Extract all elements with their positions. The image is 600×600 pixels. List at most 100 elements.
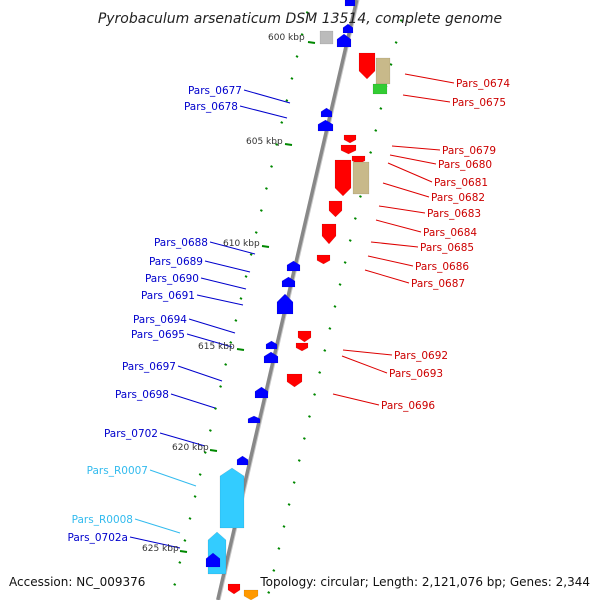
- gene-feature: [334, 159, 352, 197]
- gene-label-pars-0683[interactable]: Pars_0683: [427, 208, 481, 220]
- tick-mark: [249, 253, 253, 256]
- gene-label-pars-0681[interactable]: Pars_0681: [434, 177, 488, 189]
- tick-mark: [193, 495, 197, 498]
- tick-mark: [280, 121, 284, 124]
- gene-feature: [207, 531, 227, 575]
- tick-mark: [379, 107, 383, 110]
- tick-mark: [343, 261, 347, 264]
- tick-mark: [394, 41, 398, 44]
- label-leader-line: [332, 393, 380, 406]
- gene-label-pars-0695[interactable]: Pars_0695: [131, 329, 185, 341]
- label-leader-line: [243, 89, 291, 104]
- tick-mark-major: [179, 550, 188, 553]
- gene-feature: [358, 52, 376, 80]
- gene-feature: [342, 23, 354, 34]
- gene-label-pars-0694[interactable]: Pars_0694: [133, 314, 187, 326]
- gene-label-pars-0691[interactable]: Pars_0691: [141, 290, 195, 302]
- gene-feature: [281, 276, 296, 288]
- gene-feature: [321, 223, 337, 245]
- gene-label-pars-0693[interactable]: Pars_0693: [389, 368, 443, 380]
- scale-label-605: 605 kbp: [246, 137, 283, 147]
- label-leader-line: [204, 260, 251, 273]
- gene-feature: [328, 200, 343, 218]
- tick-mark: [173, 583, 177, 586]
- gene-feature: [265, 340, 278, 350]
- label-leader-line: [370, 241, 419, 248]
- gene-label-pars-0680[interactable]: Pars_0680: [438, 159, 492, 171]
- gene-feature: [254, 386, 269, 399]
- tick-mark: [295, 55, 299, 58]
- gene-label-pars-0679[interactable]: Pars_0679: [442, 145, 496, 157]
- gene-label-pars-0678[interactable]: Pars_0678: [184, 101, 238, 113]
- gene-feature: [336, 33, 352, 48]
- gene-feature: [317, 119, 334, 132]
- gene-label-pars-r0008[interactable]: Pars_R0008: [72, 514, 133, 526]
- tick-mark: [277, 547, 281, 550]
- tick-mark: [259, 209, 263, 212]
- tick-mark: [234, 319, 238, 322]
- gene-label-pars-0684[interactable]: Pars_0684: [423, 227, 477, 239]
- label-leader-line: [134, 518, 181, 534]
- gene-label-pars-0686[interactable]: Pars_0686: [415, 261, 469, 273]
- gene-label-pars-0690[interactable]: Pars_0690: [145, 273, 199, 285]
- label-leader-line: [170, 393, 216, 409]
- gene-label-pars-0688[interactable]: Pars_0688: [154, 237, 208, 249]
- tick-mark: [297, 459, 301, 462]
- tick-mark: [224, 363, 228, 366]
- label-leader-line: [186, 333, 233, 348]
- gene-feature: [219, 467, 245, 529]
- tick-mark: [290, 77, 294, 80]
- label-leader-line: [239, 105, 288, 119]
- label-leader-lines: [129, 73, 455, 549]
- gene-label-pars-0685[interactable]: Pars_0685: [420, 242, 474, 254]
- gene-feature: [247, 415, 261, 424]
- tick-mark: [287, 503, 291, 506]
- gene-label-pars-0698[interactable]: Pars_0698: [115, 389, 169, 401]
- gene-label-pars-0687[interactable]: Pars_0687: [411, 278, 465, 290]
- gene-label-pars-0674[interactable]: Pars_0674: [456, 78, 510, 90]
- gene-label-pars-0702[interactable]: Pars_0702: [104, 428, 158, 440]
- label-leader-line: [149, 469, 197, 487]
- label-leader-line: [341, 355, 388, 374]
- gene-label-pars-0697[interactable]: Pars_0697: [122, 361, 176, 373]
- tick-mark: [275, 143, 279, 146]
- gene-label-pars-0675[interactable]: Pars_0675: [452, 97, 506, 109]
- gene-feature: [227, 583, 241, 595]
- scale-ticks: [173, 11, 403, 594]
- tick-mark: [244, 275, 248, 278]
- tick-mark-major: [307, 41, 316, 44]
- tick-mark-major: [236, 348, 245, 351]
- gene-label-pars-0692[interactable]: Pars_0692: [394, 350, 448, 362]
- scale-label-620: 620 kbp: [172, 443, 209, 453]
- tick-mark: [333, 305, 337, 308]
- tick-mark: [264, 187, 268, 190]
- tick-mark: [308, 415, 311, 418]
- tick-mark: [183, 539, 187, 542]
- label-leader-line: [378, 205, 426, 214]
- gene-feature: [205, 552, 221, 568]
- gene-label-pars-0682[interactable]: Pars_0682: [431, 192, 485, 204]
- tick-mark: [272, 569, 276, 572]
- label-leader-line: [389, 154, 437, 165]
- tick-mark: [282, 525, 286, 528]
- label-leader-line: [196, 294, 244, 306]
- gene-label-pars-0677[interactable]: Pars_0677: [188, 85, 242, 97]
- label-leader-line: [402, 94, 451, 103]
- label-leader-line: [129, 536, 181, 549]
- label-leader-line: [188, 318, 236, 334]
- gene-label-pars-0702a[interactable]: Pars_0702a: [68, 532, 129, 544]
- scale-label-600: 600 kbp: [268, 33, 305, 43]
- gene-label-pars-0689[interactable]: Pars_0689: [149, 256, 203, 268]
- label-leader-line: [382, 182, 430, 198]
- label-leader-line: [391, 145, 441, 151]
- gene-label-pars-r0007[interactable]: Pars_R0007: [87, 465, 148, 477]
- label-leader-line: [375, 219, 422, 233]
- gene-label-pars-0696[interactable]: Pars_0696: [381, 400, 435, 412]
- tick-mark: [318, 371, 322, 374]
- gene-feature: [243, 589, 259, 600]
- tick-mark: [369, 151, 373, 154]
- label-leader-line: [342, 349, 393, 356]
- tick-mark: [338, 283, 342, 286]
